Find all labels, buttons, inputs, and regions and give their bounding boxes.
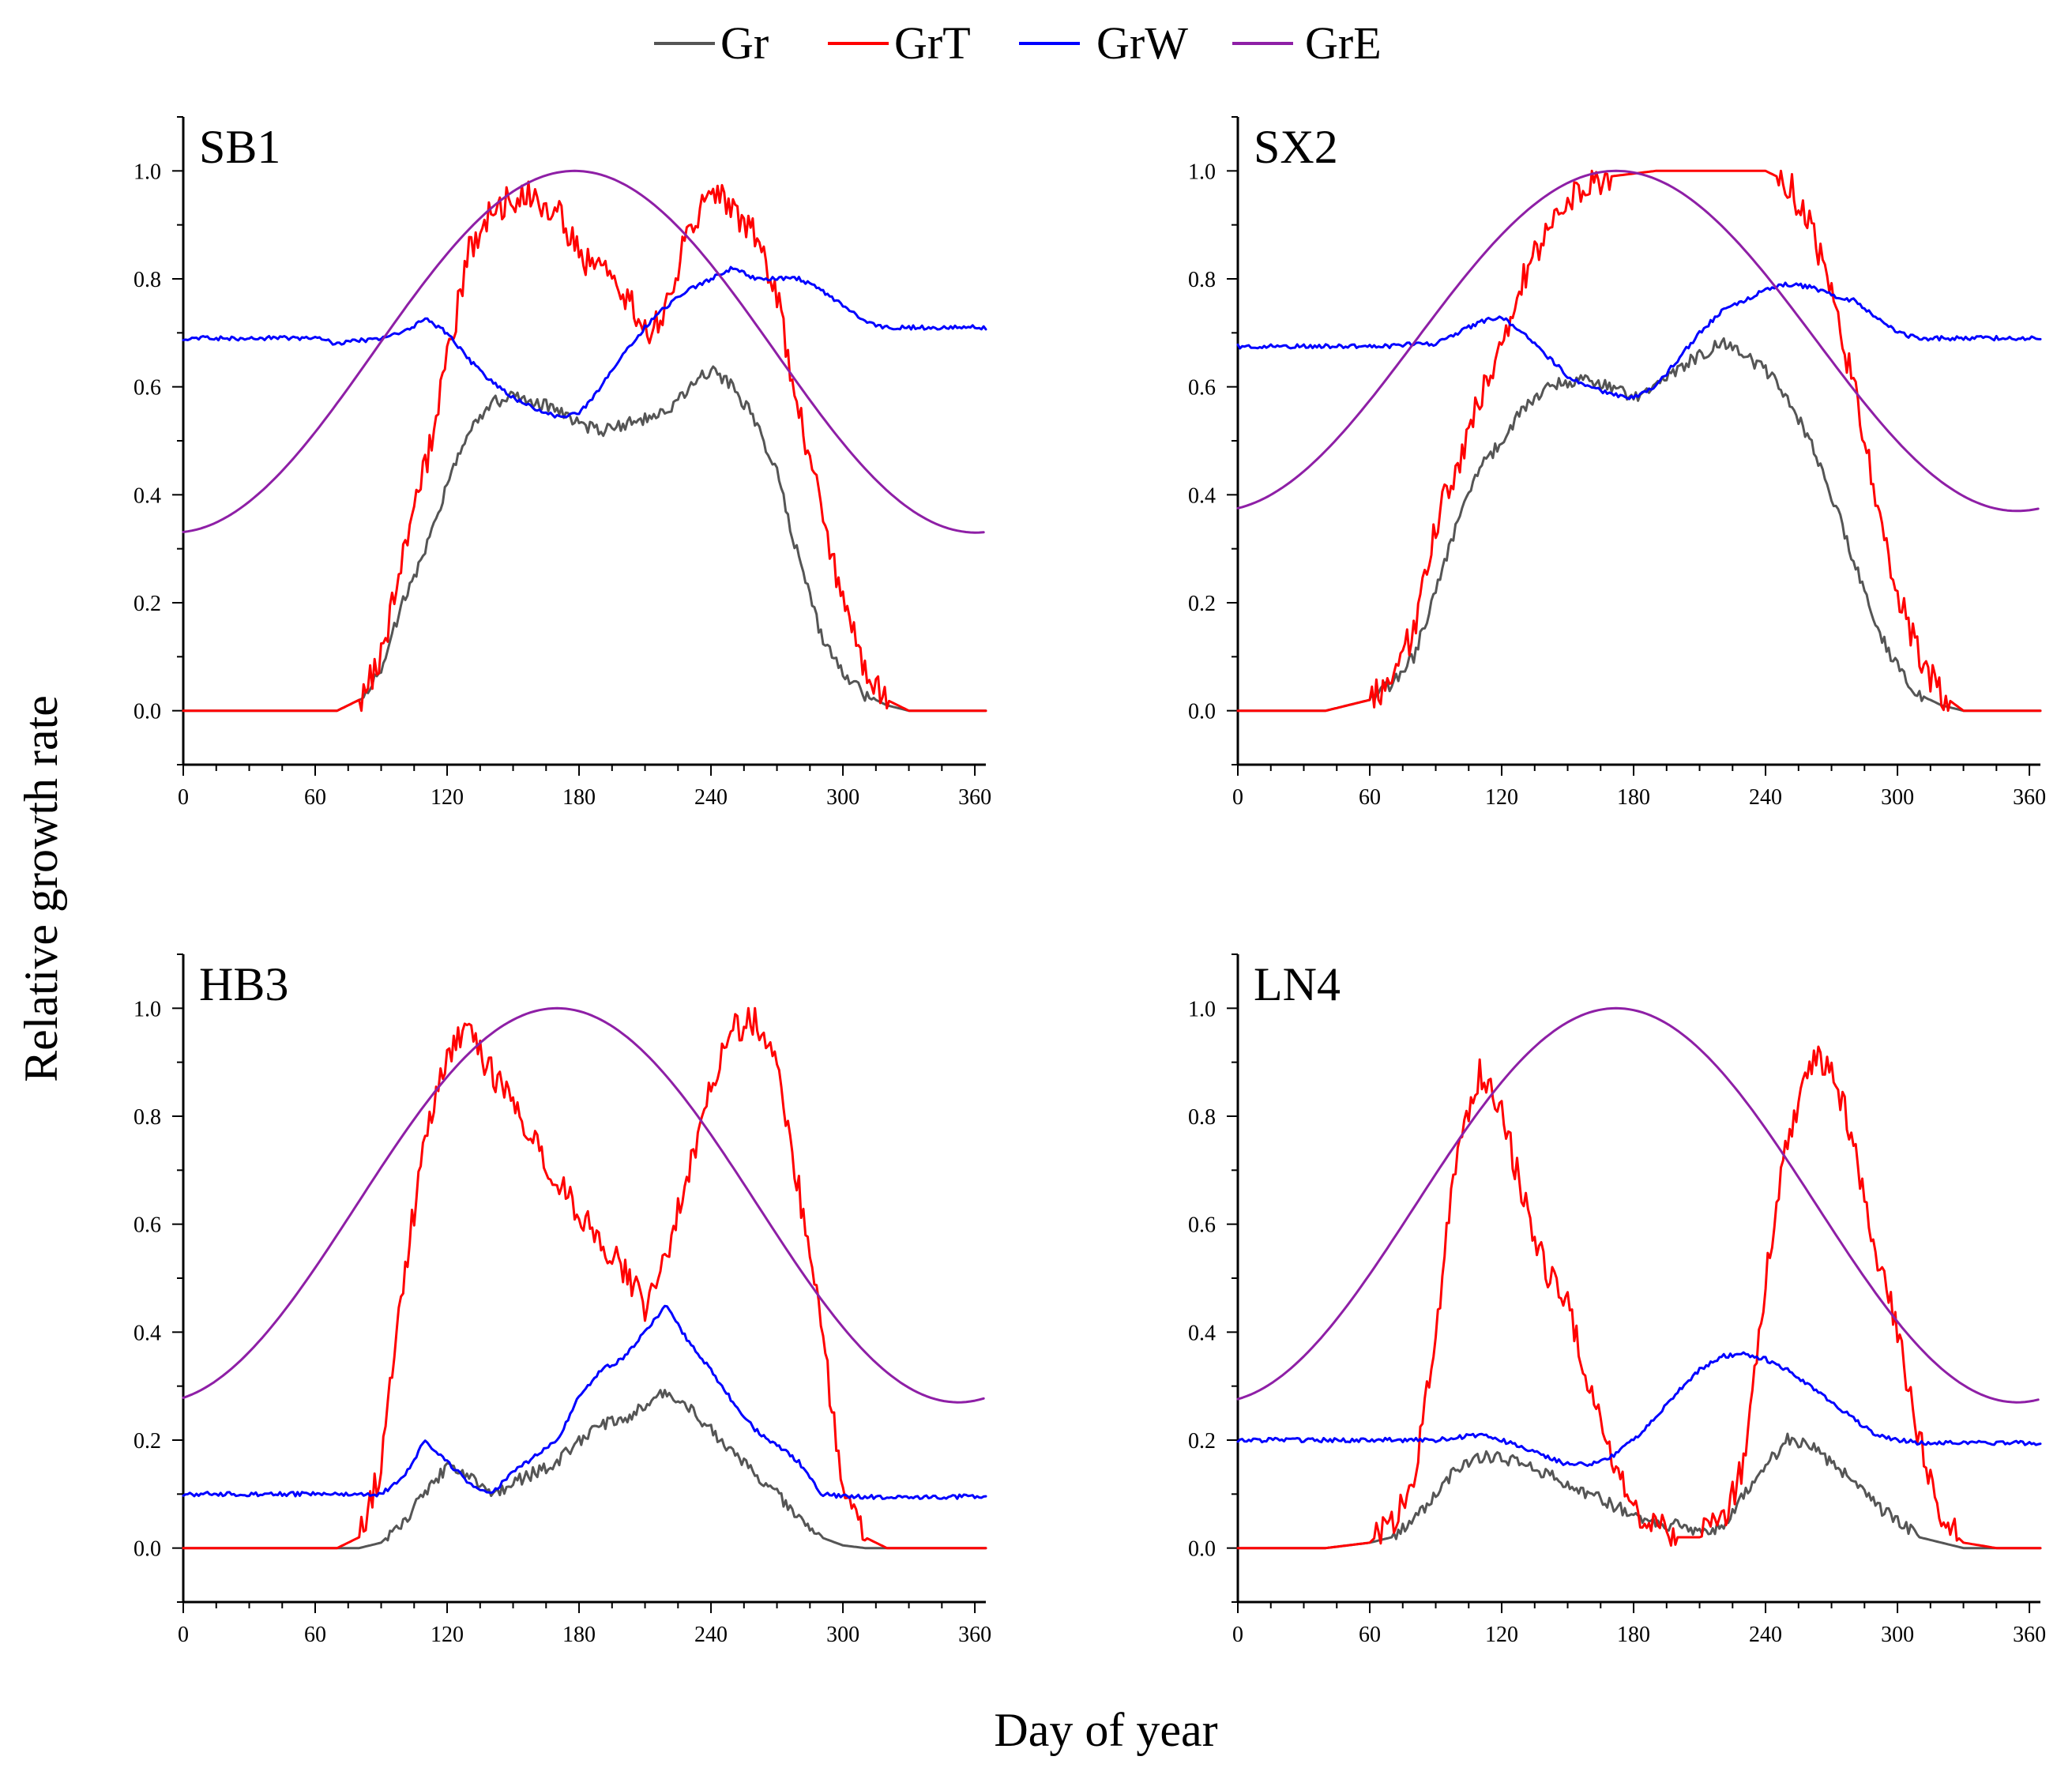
x-tick-label: 360	[2013, 785, 2046, 810]
x-tick-label: 0	[178, 785, 189, 810]
x-tick-label: 120	[1485, 1623, 1518, 1647]
series-gr-line	[182, 1389, 987, 1550]
legend-item-gre: GrE	[1232, 17, 1382, 69]
x-tick-label: 240	[694, 1623, 728, 1647]
y-tick-label: 0.0	[1188, 700, 1216, 724]
y-tick-label: 0.4	[133, 483, 161, 508]
series-grw-line	[182, 265, 987, 419]
x-tick-label: 60	[304, 1623, 326, 1647]
series-grt-line	[1236, 169, 2042, 713]
y-tick-label: 0.6	[1188, 376, 1216, 401]
panel-label: SB1	[199, 121, 280, 173]
x-tick-label: 120	[431, 785, 464, 810]
x-axis-title: Day of year	[994, 1704, 1217, 1756]
y-tick-label: 0.0	[1188, 1537, 1216, 1562]
panel-label: LN4	[1254, 958, 1341, 1010]
y-tick-label: 0.6	[1188, 1213, 1216, 1238]
x-tick-label: 360	[958, 1623, 991, 1647]
y-tick-label: 0.6	[133, 376, 161, 401]
x-tick-label: 120	[1485, 785, 1518, 810]
legend-label-gr: Gr	[720, 17, 769, 69]
y-tick-label: 0.8	[1188, 268, 1216, 292]
x-tick-label: 180	[1617, 785, 1650, 810]
x-tick-label: 0	[178, 1623, 189, 1647]
x-tick-label: 180	[562, 785, 596, 810]
y-tick-label: 1.0	[1188, 160, 1216, 184]
panel-ln4: 0 60 120 180 240 300 360 0.0 0.2 0.4 0.6 0.8 1.0 LN4	[1188, 953, 2046, 1647]
series-gre-line	[1236, 1006, 2040, 1404]
y-tick-label: 0.4	[1188, 1321, 1216, 1345]
x-tick-label: 300	[826, 1623, 859, 1647]
series-gre-line	[182, 1006, 985, 1404]
x-tick-label: 300	[1881, 1623, 1914, 1647]
y-tick-label: 0.2	[1188, 1429, 1216, 1454]
x-tick-label: 300	[1881, 785, 1914, 810]
y-tick-label: 0.8	[1188, 1105, 1216, 1130]
y-tick-label: 0.2	[133, 592, 161, 616]
x-tick-label: 360	[958, 785, 991, 810]
x-tick-label: 60	[1359, 785, 1381, 810]
y-tick-label: 0.0	[133, 1537, 161, 1562]
x-tick-label: 240	[694, 785, 728, 810]
x-tick-label: 0	[1232, 785, 1243, 810]
y-tick-label: 1.0	[1188, 997, 1216, 1021]
legend-item-grt: GrT	[828, 17, 971, 69]
x-tick-label: 180	[1617, 1623, 1650, 1647]
x-tick-label: 240	[1749, 1623, 1782, 1647]
series-grt-line	[182, 180, 987, 713]
series-gre-line	[182, 169, 985, 534]
y-tick-label: 0.6	[133, 1213, 161, 1238]
legend-item-gr: Gr	[654, 17, 769, 69]
series-grw-line	[1236, 281, 2042, 401]
x-tick-label: 360	[2013, 1623, 2046, 1647]
legend-item-grw: GrW	[1019, 17, 1188, 69]
y-tick-label: 1.0	[133, 997, 161, 1021]
series-grw-line	[182, 1304, 987, 1500]
y-tick-label: 0.8	[133, 1105, 161, 1130]
x-tick-label: 60	[304, 785, 326, 810]
series-grt-line	[182, 1006, 987, 1550]
y-tick-label: 0.2	[133, 1429, 161, 1454]
x-tick-label: 240	[1749, 785, 1782, 810]
y-tick-label: 0.4	[133, 1321, 161, 1345]
x-tick-label: 0	[1232, 1623, 1243, 1647]
panel-sb1: 0 60 120 180 240 300 360 0.0 0.2 0.4 0.6 0.8 1.0 SB1	[133, 116, 991, 810]
series-gre-line	[1236, 169, 2040, 513]
y-tick-label: 0.0	[133, 700, 161, 724]
panel-label: HB3	[199, 958, 288, 1010]
y-tick-label: 0.4	[1188, 483, 1216, 508]
y-tick-label: 0.8	[133, 268, 161, 292]
y-axis-title: Relative growth rate	[15, 695, 67, 1082]
series-gr-line	[182, 365, 987, 713]
panel-sx2: 0 60 120 180 240 300 360 0.0 0.2 0.4 0.6 0.8 1.0 SX2	[1188, 116, 2046, 810]
x-tick-label: 120	[431, 1623, 464, 1647]
x-tick-label: 300	[826, 785, 859, 810]
legend-label-grw: GrW	[1096, 17, 1188, 69]
x-tick-label: 60	[1359, 1623, 1381, 1647]
panel-label: SX2	[1254, 121, 1338, 173]
y-tick-label: 0.2	[1188, 592, 1216, 616]
y-tick-label: 1.0	[133, 160, 161, 184]
series-grt-line	[1236, 1045, 2042, 1550]
series-gr-line	[1236, 1432, 2042, 1550]
legend-label-grt: GrT	[894, 17, 971, 69]
series-grw-line	[1236, 1351, 2042, 1467]
legend-label-gre: GrE	[1305, 17, 1382, 69]
legend: Gr GrT GrW GrE	[654, 17, 1382, 69]
panel-hb3: 0 60 120 180 240 300 360 0.0 0.2 0.4 0.6 0.8 1.0 HB3	[133, 953, 991, 1647]
x-tick-label: 180	[562, 1623, 596, 1647]
